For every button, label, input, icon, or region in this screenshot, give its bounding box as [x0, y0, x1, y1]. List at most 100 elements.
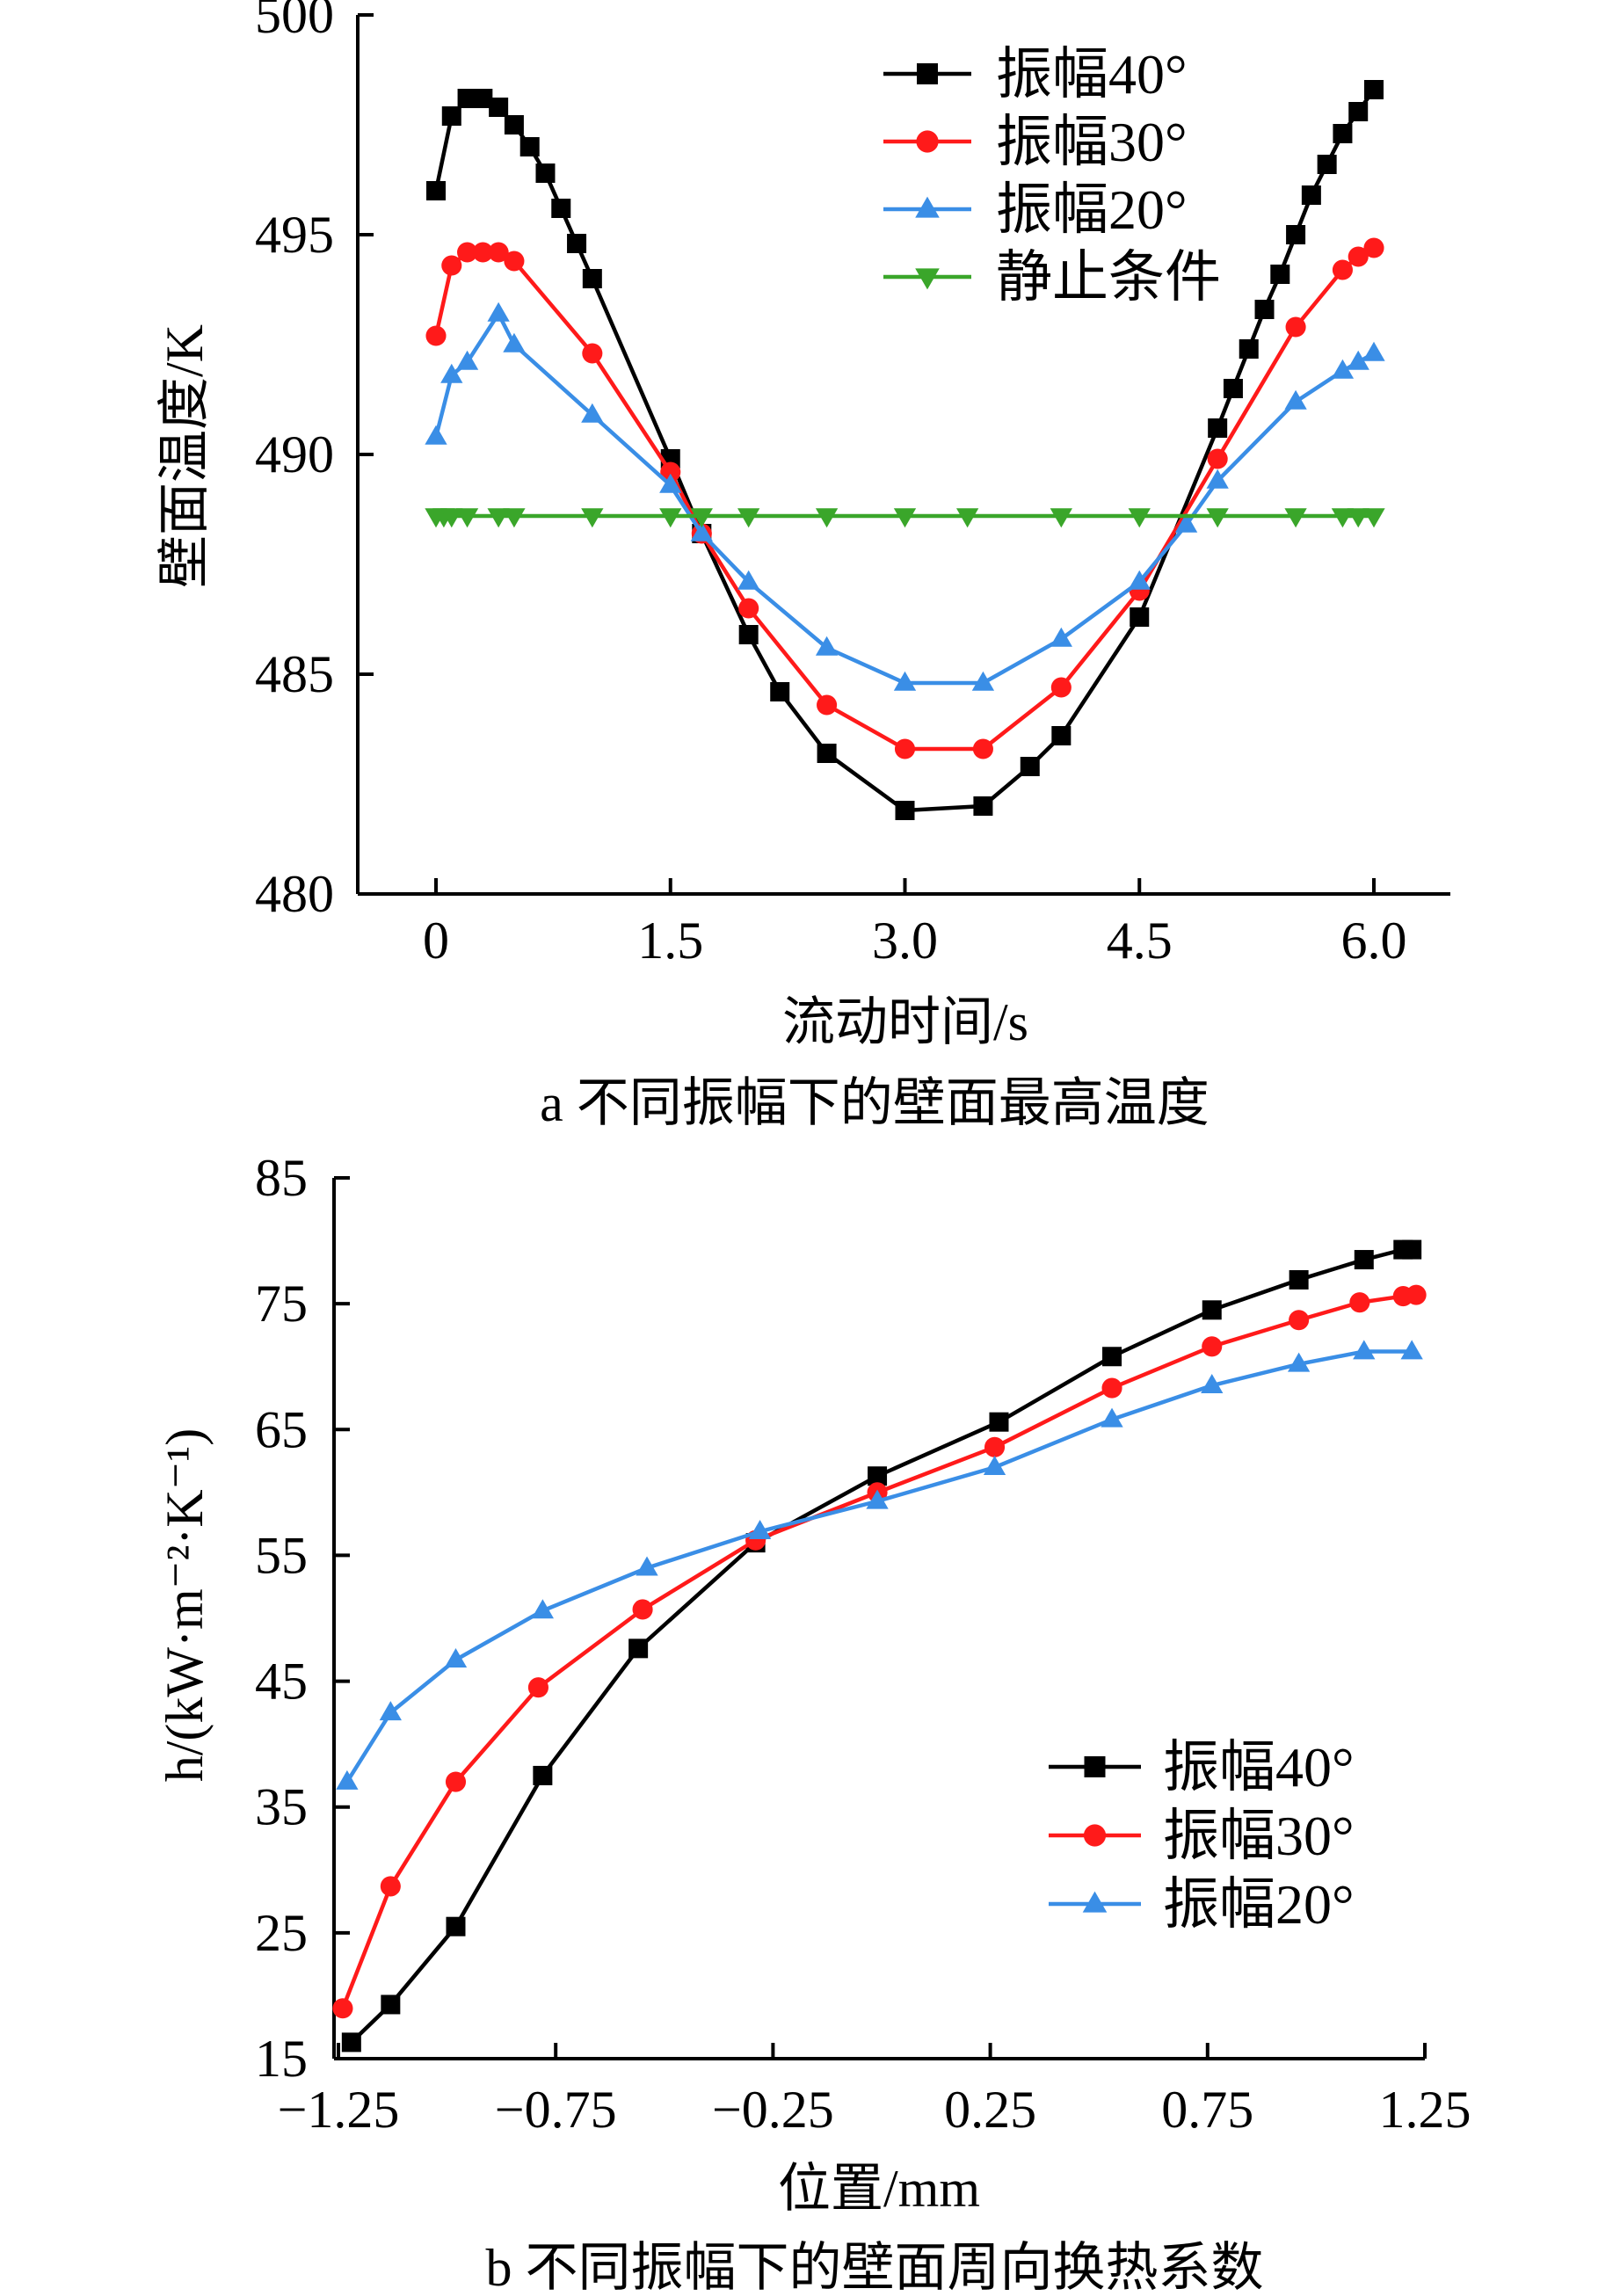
- x-tick-label: 0.25: [944, 2081, 1036, 2139]
- data-point: [1353, 1340, 1376, 1360]
- y-axis-label: h/(kW·m⁻²·K⁻¹): [156, 1428, 214, 1783]
- x-tick-label: 4.5: [1107, 912, 1173, 970]
- data-point: [567, 234, 587, 253]
- series-3: [336, 1340, 1423, 1790]
- data-point: [1363, 237, 1384, 258]
- data-point: [748, 1520, 772, 1540]
- data-point: [503, 508, 526, 528]
- data-point: [636, 1556, 658, 1576]
- data-point: [440, 508, 463, 528]
- data-point: [1317, 155, 1337, 174]
- data-point: [455, 508, 479, 528]
- data-point: [472, 242, 493, 263]
- data-point: [1285, 316, 1306, 338]
- data-point: [1020, 757, 1040, 776]
- data-point: [984, 1436, 1006, 1457]
- data-point: [659, 473, 682, 493]
- data-point: [632, 1599, 653, 1620]
- data-point: [379, 1701, 402, 1721]
- data-point: [487, 508, 510, 528]
- series-1: [426, 80, 1384, 820]
- data-point: [737, 570, 760, 590]
- data-point: [690, 521, 713, 541]
- data-point: [336, 1769, 359, 1790]
- data-point: [1364, 80, 1384, 99]
- data-point: [1301, 185, 1321, 205]
- data-point: [1362, 508, 1385, 528]
- y-tick-label: 75: [255, 1275, 308, 1333]
- data-point: [973, 796, 993, 816]
- y-tick-label: 35: [255, 1778, 308, 1836]
- data-point: [582, 269, 602, 288]
- x-tick-label: 3.0: [872, 912, 938, 970]
- data-point: [1289, 1310, 1310, 1331]
- series-1: [341, 1239, 1422, 2053]
- y-tick-label: 15: [255, 2030, 308, 2088]
- data-point: [1284, 508, 1307, 528]
- y-axis-label: 壁面温度/K: [156, 324, 214, 588]
- data-point: [1287, 1352, 1311, 1372]
- data-point: [425, 325, 447, 346]
- data-point: [894, 738, 916, 759]
- data-point: [738, 598, 759, 619]
- data-point: [1207, 448, 1228, 469]
- data-point: [455, 350, 479, 370]
- data-point: [527, 1677, 548, 1698]
- data-point: [551, 199, 571, 218]
- data-point: [866, 1489, 889, 1509]
- data-point: [533, 1765, 553, 1785]
- data-point: [989, 1412, 1009, 1432]
- data-point: [1348, 246, 1369, 267]
- data-point: [535, 163, 556, 183]
- series-line: [340, 1292, 1417, 2009]
- legend-label: 振幅40°: [996, 43, 1188, 105]
- data-point: [444, 1648, 468, 1668]
- legend-label: 振幅30°: [1163, 1805, 1355, 1867]
- data-point: [1128, 508, 1151, 528]
- x-tick-label: 1.25: [1379, 2081, 1471, 2139]
- y-tick-label: 25: [255, 1904, 308, 1962]
- data-point: [1270, 265, 1290, 284]
- x-tick-label: −0.75: [495, 2081, 617, 2139]
- data-point: [1354, 1250, 1374, 1270]
- data-point: [1102, 1347, 1122, 1367]
- data-point: [817, 694, 838, 716]
- data-point: [1349, 1292, 1370, 1313]
- data-point: [1239, 339, 1259, 359]
- x-tick-label: −1.25: [278, 2081, 400, 2139]
- data-point: [1347, 508, 1369, 528]
- data-point: [457, 89, 477, 108]
- y-tick-label: 55: [255, 1526, 308, 1584]
- data-point: [690, 508, 713, 528]
- legend-label: 振幅40°: [1163, 1736, 1355, 1798]
- y-tick-label: 490: [255, 425, 334, 483]
- data-point: [441, 106, 461, 126]
- data-point: [1051, 726, 1072, 745]
- legend-label: 振幅20°: [1163, 1873, 1355, 1936]
- data-point: [1284, 389, 1307, 410]
- data-point: [971, 671, 995, 691]
- y-tick-label: 65: [255, 1400, 308, 1458]
- data-point: [488, 242, 509, 263]
- x-tick-label: 0: [423, 912, 449, 970]
- x-tick-label: 0.75: [1161, 2081, 1253, 2139]
- data-point: [1202, 1336, 1223, 1357]
- data-point: [503, 332, 526, 352]
- data-point: [581, 403, 604, 423]
- data-point: [1050, 508, 1072, 528]
- data-point: [868, 1466, 888, 1486]
- data-point: [487, 302, 510, 322]
- data-point: [489, 98, 509, 117]
- legend-marker: [915, 268, 940, 290]
- chart-a-max-wall-temperature: 480 485 490 495 500 0 1.5 3.0 4.5 6.0 流动时间/s 壁面温度/K…: [156, 0, 1450, 1051]
- series-line: [350, 1247, 1413, 2045]
- data-point: [341, 2032, 361, 2053]
- data-point: [425, 425, 447, 445]
- data-point: [457, 242, 478, 263]
- data-point: [893, 671, 917, 691]
- series-line: [433, 309, 1376, 686]
- data-point: [1289, 1269, 1309, 1290]
- x-tick-label: 1.5: [637, 912, 703, 970]
- data-point: [1202, 1300, 1222, 1320]
